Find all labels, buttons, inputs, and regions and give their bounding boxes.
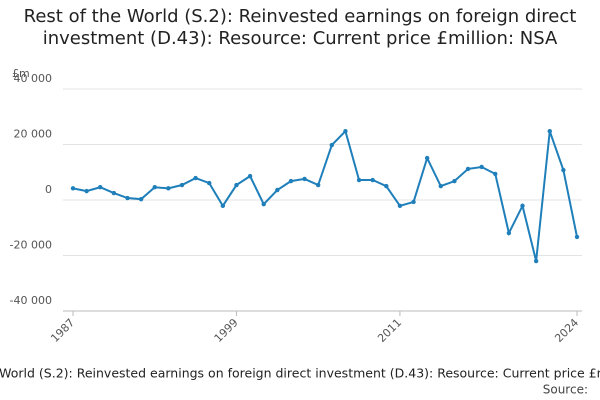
y-tick-label: -20 000 xyxy=(10,239,52,252)
point xyxy=(452,178,457,184)
y-tick-label: 20 000 xyxy=(14,128,53,141)
point xyxy=(111,190,117,196)
point xyxy=(479,164,484,170)
point xyxy=(397,203,403,209)
point xyxy=(179,182,185,188)
y-unit: £m xyxy=(12,67,30,80)
chart-title: Rest of the World (S.2): Reinvested earn… xyxy=(23,6,577,49)
point xyxy=(70,186,76,191)
line xyxy=(72,129,578,262)
point xyxy=(465,166,471,172)
point xyxy=(247,173,253,179)
point xyxy=(261,201,266,207)
point xyxy=(166,186,171,191)
y-tick-label: 0 xyxy=(45,183,52,196)
point xyxy=(98,185,103,190)
point xyxy=(356,177,362,183)
point xyxy=(329,142,335,148)
point xyxy=(384,183,389,189)
source: Source: xyxy=(543,383,588,397)
y-tick-label: -40 000 xyxy=(10,294,52,307)
point xyxy=(411,199,416,205)
point xyxy=(370,177,375,183)
point xyxy=(520,203,525,209)
point xyxy=(275,187,280,193)
point xyxy=(315,182,321,188)
x-tick-label: 2024 xyxy=(552,316,581,345)
point xyxy=(302,176,307,182)
point xyxy=(193,175,198,181)
point xyxy=(533,258,539,264)
point xyxy=(493,171,498,177)
point xyxy=(288,178,294,184)
x-tick-label: 2011 xyxy=(375,316,404,345)
point xyxy=(424,155,430,161)
point xyxy=(125,195,130,201)
point xyxy=(207,180,212,186)
footer: Rest of the World (S.2): Reinvested earn… xyxy=(0,366,600,381)
point xyxy=(547,128,552,134)
x-tick-label: 1999 xyxy=(212,316,241,345)
point xyxy=(438,183,443,189)
point xyxy=(561,167,566,173)
point xyxy=(84,188,89,194)
point xyxy=(220,203,226,209)
point xyxy=(152,185,157,190)
point xyxy=(506,230,512,236)
y-tick-label: 40 000 xyxy=(14,72,53,85)
point xyxy=(234,182,239,188)
point xyxy=(343,128,348,134)
point xyxy=(574,234,580,240)
x-tick-label: 1987 xyxy=(48,316,77,345)
point xyxy=(138,196,144,202)
